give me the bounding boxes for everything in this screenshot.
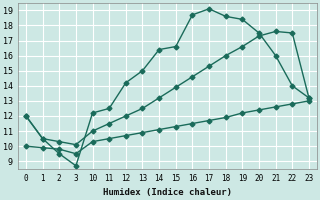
X-axis label: Humidex (Indice chaleur): Humidex (Indice chaleur)	[103, 188, 232, 197]
